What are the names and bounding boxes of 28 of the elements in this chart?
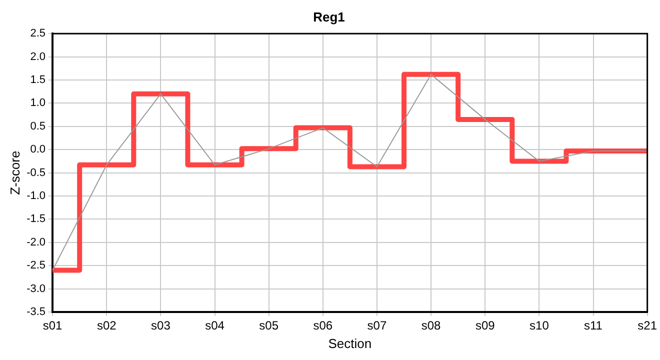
y-tick-label: -1.0 <box>26 190 46 202</box>
x-tick-label: s10 <box>530 318 550 333</box>
x-tick-label: s11 <box>584 318 603 333</box>
x-tick-label: s02 <box>96 318 117 333</box>
y-tick-label: -2.0 <box>26 236 46 248</box>
y-tick-label: 0.0 <box>30 144 46 156</box>
y-tick-label: -1.5 <box>26 213 46 226</box>
y-tick-label: 1.0 <box>30 97 46 110</box>
x-tick-label: s08 <box>421 318 442 333</box>
x-tick-label: s05 <box>259 318 279 333</box>
x-tick-label: s07 <box>367 318 387 333</box>
x-tick-label: s06 <box>313 318 333 333</box>
y-tick-label: 1.5 <box>30 74 46 86</box>
x-tick-label: s01 <box>42 318 63 333</box>
x-tick-label: s21 <box>638 318 658 333</box>
y-tick-label: -3.5 <box>26 306 46 318</box>
y-tick-label: -0.5 <box>26 166 46 179</box>
chart-title: Reg1 <box>313 9 345 24</box>
x-tick-label: s03 <box>151 318 171 333</box>
y-tick-label: 0.5 <box>30 120 46 132</box>
y-tick-label: -2.5 <box>26 260 46 272</box>
y-tick-label: 2.0 <box>30 50 46 63</box>
y-tick-label: 2.5 <box>30 28 46 40</box>
x-axis-title: Section <box>328 336 372 351</box>
y-axis-title: Z-score <box>7 150 22 195</box>
y-tick-label: -3.0 <box>26 282 46 295</box>
x-tick-label: s04 <box>205 318 225 333</box>
x-tick-label: s09 <box>475 318 496 333</box>
